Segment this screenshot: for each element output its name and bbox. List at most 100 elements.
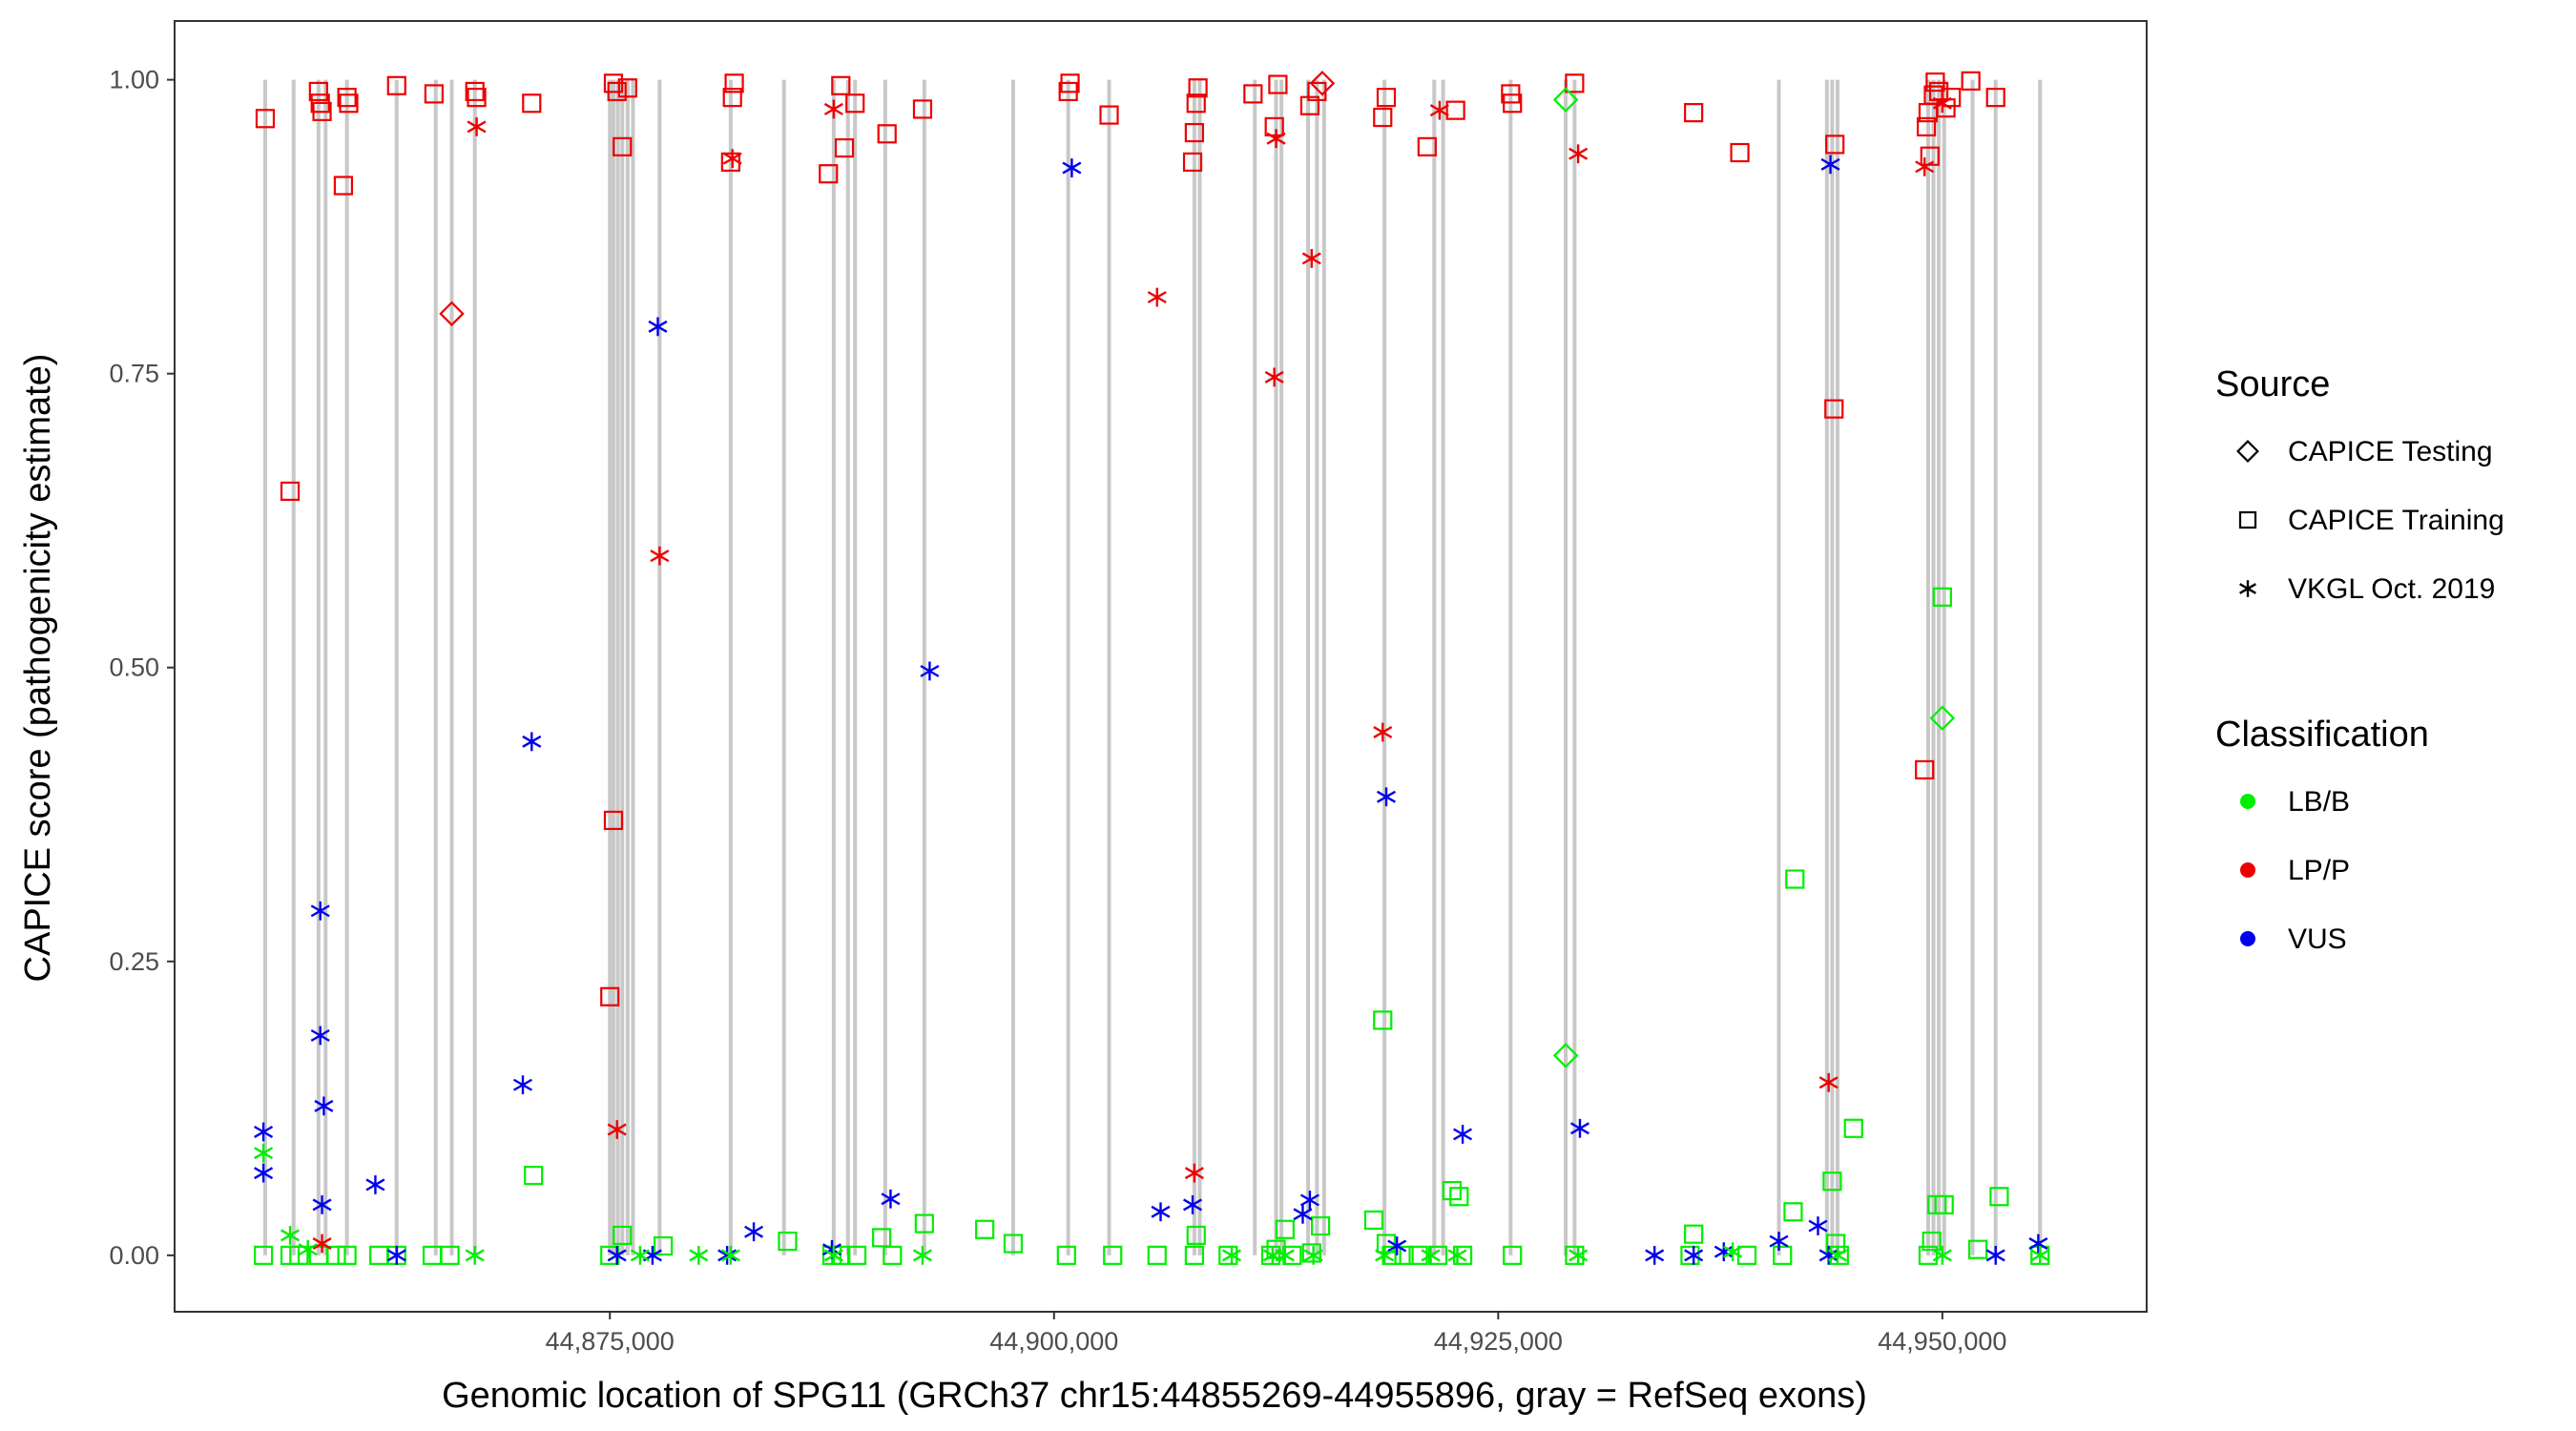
legend-source-keys [2236,440,2259,597]
data-point [722,87,742,108]
legend-source-title: Source [2215,364,2330,404]
data-point [337,1245,357,1265]
data-point [1932,93,1952,114]
data-point [1373,722,1393,742]
legend-classification-title: Classification [2215,715,2429,755]
data-point [819,164,839,184]
data-point [1060,73,1080,93]
legend-classification: Classification LB/B LP/P VUS [2215,715,2429,955]
legend-classification-keys [2240,794,2255,946]
legend-label-vus: VUS [2288,923,2347,955]
data-point [522,732,542,752]
data-point [603,810,624,831]
legend-label-lb-b: LB/B [2288,786,2350,818]
data-point [1264,367,1284,387]
data-point [1818,1245,1839,1265]
data-point [522,93,542,114]
data-point [778,1231,798,1252]
data-point [1684,1224,1704,1244]
x-tick-label: 44,900,000 [989,1327,1118,1356]
data-point [1387,1236,1407,1255]
plot-panel-border [174,20,2148,1313]
data-point [1394,1245,1414,1265]
data-point [1922,1231,1942,1252]
legend-key-square-icon [2238,510,2257,529]
data-point [912,99,933,119]
data-point [339,93,359,114]
series-capice-training-lp-p [255,71,2005,1006]
data-point [912,1245,932,1265]
legend-label-vkgl: VKGL Oct. 2019 [2288,573,2495,605]
data-point [1293,1204,1313,1224]
data-point [1449,1187,1469,1207]
legend-key-dot-icon [2240,931,2255,946]
data-point [1299,1191,1319,1210]
data-point [1916,116,1937,137]
data-point [1818,1072,1839,1092]
data-point [613,1225,633,1246]
data-point [1568,1245,1589,1265]
data-point [607,1245,627,1265]
data-point [2028,1234,2048,1254]
x-tick-label: 44,925,000 [1434,1327,1563,1356]
data-point [744,1222,764,1242]
legend-label-lp-p: LP/P [2288,855,2350,886]
data-point [280,481,301,501]
data-point [834,137,855,158]
data-point [467,117,487,136]
data-point [724,73,744,93]
data-point [1309,71,1336,96]
series-capice-testing-lb-b [1552,87,1956,1068]
data-point [333,176,354,196]
data-point [1785,869,1805,889]
data-point [1186,93,1206,114]
data-point [846,1245,867,1265]
data-point [524,1165,544,1186]
data-point [310,1026,330,1046]
data-point [1568,144,1589,164]
data-point [1303,1245,1323,1265]
data-point [308,81,328,102]
data-point [1773,1245,1793,1265]
data-point [1820,155,1840,175]
data-point [1824,399,1844,419]
data-point [650,546,670,566]
data-point [1714,1242,1734,1262]
data-point [254,1163,274,1183]
data-point [1408,1245,1428,1265]
data-point [607,81,627,102]
data-point [1375,1245,1395,1265]
data-point [1915,759,1935,780]
data-point [254,1122,274,1142]
series-vkgl-oct-2019-lb-b [254,1143,2050,1265]
y-tick-label: 0.50 [109,653,159,682]
data-point [2030,1245,2050,1265]
y-tick-label: 0.25 [109,947,159,976]
data-point [255,109,276,129]
data-point [1985,87,2005,108]
data-point [1376,87,1397,108]
data-point [1003,1234,1024,1254]
data-point [1934,1194,1954,1214]
data-point [1684,1245,1704,1265]
data-point [1565,73,1585,93]
data-point [883,1245,903,1265]
data-point [312,1194,332,1214]
data-point [607,1120,627,1139]
data-point [386,1245,406,1265]
data-point [386,75,406,95]
series-capice-training-lb-b [254,587,2050,1265]
data-point [314,1096,334,1116]
data-point [1299,95,1320,115]
data-point [1099,105,1119,125]
legend-key-asterisk-icon [2239,580,2256,597]
data-point [722,149,742,169]
data-point [630,1245,650,1265]
data-point [1961,71,1981,91]
data-point [512,1075,532,1095]
data-point [254,1143,274,1163]
data-point [1452,1245,1473,1265]
data-point [465,81,485,102]
data-point [1376,787,1397,807]
